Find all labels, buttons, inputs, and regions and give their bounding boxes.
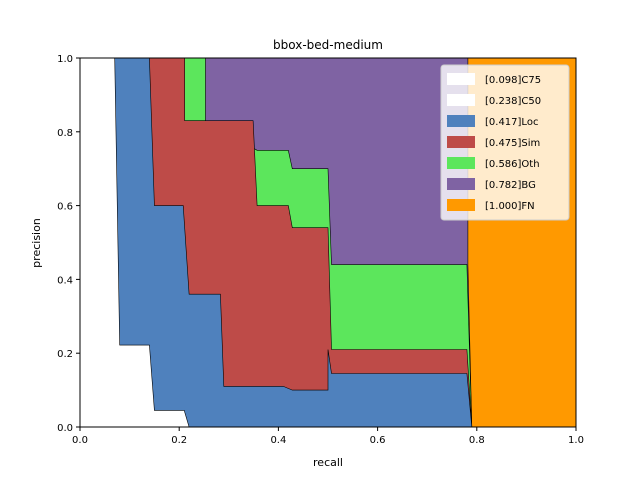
- legend-swatch: [447, 178, 475, 190]
- legend-swatch: [447, 115, 475, 127]
- legend-label: [0.475]Sim: [485, 138, 540, 149]
- chart-title: bbox-bed-medium: [273, 38, 383, 52]
- y-tick-label: 0.2: [57, 349, 73, 360]
- legend-label: [0.782]BG: [485, 180, 536, 191]
- x-tick-label: 1.0: [568, 435, 584, 446]
- legend-label: [0.586]Oth: [485, 159, 540, 170]
- y-tick-label: 0.4: [57, 275, 73, 286]
- x-tick-label: 0.6: [370, 435, 386, 446]
- legend-swatch: [447, 73, 475, 85]
- x-tick-label: 0.8: [469, 435, 485, 446]
- legend-swatch: [447, 136, 475, 148]
- legend-label: [0.238]C50: [485, 96, 541, 107]
- legend-label: [1.000]FN: [485, 201, 535, 212]
- x-tick-label: 0.2: [171, 435, 187, 446]
- legend-label: [0.417]Loc: [485, 117, 538, 128]
- y-tick-label: 0.0: [57, 423, 73, 434]
- x-tick-label: 0.0: [72, 435, 88, 446]
- plot-frame: [79, 57, 577, 428]
- legend: [0.098]C75 [0.238]C50 [0.417]Loc [0.475]Sim…: [440, 64, 570, 221]
- legend-label: [0.098]C75: [485, 75, 541, 86]
- y-tick-label: 1.0: [57, 54, 73, 65]
- y-tick-label: 0.6: [57, 202, 73, 213]
- x-tick-label: 0.4: [270, 435, 286, 446]
- legend-swatch: [447, 157, 475, 169]
- x-axis-label: recall: [313, 456, 343, 469]
- y-tick-label: 0.8: [57, 128, 73, 139]
- y-axis-label: precision: [30, 218, 43, 268]
- legend-swatch: [447, 94, 475, 106]
- axes: 0.0 0.2 0.4 0.6 0.8 1.0 0.0 0.2 0.4 0.6 0.8 1.0: [57, 54, 584, 446]
- area-0-417-loc: [79, 57, 473, 428]
- legend-swatch: [447, 199, 475, 211]
